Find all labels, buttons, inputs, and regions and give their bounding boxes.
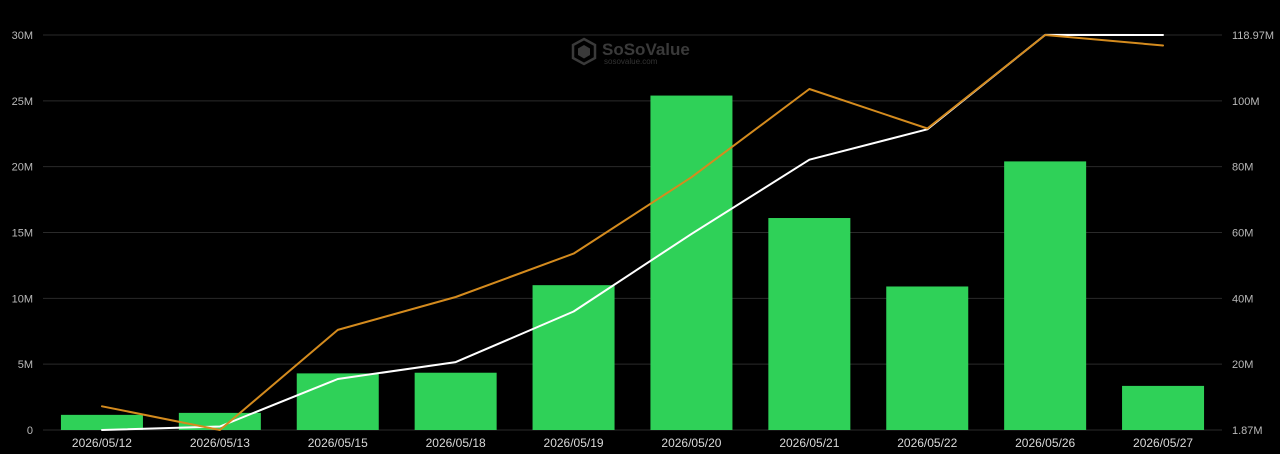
x-axis: 2026/05/12 2026/05/13 2026/05/15 2026/05/18… bbox=[72, 436, 1193, 450]
x-tick-label: 2026/05/22 bbox=[897, 436, 957, 450]
x-tick-label: 2026/05/13 bbox=[190, 436, 250, 450]
watermark: SoSoValue sosovalue.com bbox=[571, 37, 690, 66]
bar-series bbox=[60, 95, 1205, 431]
bar bbox=[60, 414, 143, 430]
series-line bbox=[101, 34, 1164, 431]
x-tick-label: 2026/05/20 bbox=[661, 436, 721, 450]
left-tick-label: 15M bbox=[12, 228, 33, 240]
x-tick-label: 2026/05/18 bbox=[426, 436, 486, 450]
right-tick-label: 40M bbox=[1232, 293, 1253, 305]
left-tick-label: 20M bbox=[12, 162, 33, 174]
line-series bbox=[101, 33, 1164, 431]
right-tick-label: 100M bbox=[1232, 96, 1260, 108]
x-tick-label: 2026/05/21 bbox=[779, 436, 839, 450]
bar bbox=[650, 95, 733, 431]
right-tick-label: 118.97M bbox=[1232, 30, 1274, 42]
x-tick-label: 2026/05/15 bbox=[308, 436, 368, 450]
x-tick-label: 2026/05/26 bbox=[1015, 436, 1075, 450]
left-tick-label: 0 bbox=[27, 425, 33, 437]
bar bbox=[532, 285, 615, 430]
watermark-brand: SoSoValue bbox=[602, 40, 690, 59]
right-tick-label: 80M bbox=[1232, 162, 1253, 174]
right-tick-label: 1.87M bbox=[1232, 425, 1263, 437]
right-tick-label: 60M bbox=[1232, 228, 1253, 240]
bar bbox=[886, 286, 969, 430]
x-tick-label: 2026/05/12 bbox=[72, 436, 132, 450]
bar bbox=[414, 372, 497, 430]
grid-lines bbox=[43, 34, 1222, 431]
bar bbox=[296, 373, 379, 430]
left-tick-label: 5M bbox=[18, 359, 33, 371]
right-tick-label: 20M bbox=[1232, 359, 1253, 371]
bar bbox=[1004, 161, 1087, 430]
left-tick-label: 25M bbox=[12, 96, 33, 108]
left-tick-label: 30M bbox=[12, 30, 33, 42]
left-axis: 0 5M 10M 15M 20M 25M 30M bbox=[12, 30, 33, 437]
right-axis: 1.87M 20M 40M 60M 80M 100M 118.97M bbox=[1232, 30, 1274, 437]
x-tick-label: 2026/05/27 bbox=[1133, 436, 1193, 450]
left-tick-label: 10M bbox=[12, 293, 33, 305]
bar bbox=[1122, 385, 1205, 430]
bar bbox=[768, 218, 851, 430]
x-tick-label: 2026/05/19 bbox=[544, 436, 604, 450]
watermark-url: sosovalue.com bbox=[604, 57, 658, 66]
sosovalue-logo-icon bbox=[571, 37, 597, 66]
